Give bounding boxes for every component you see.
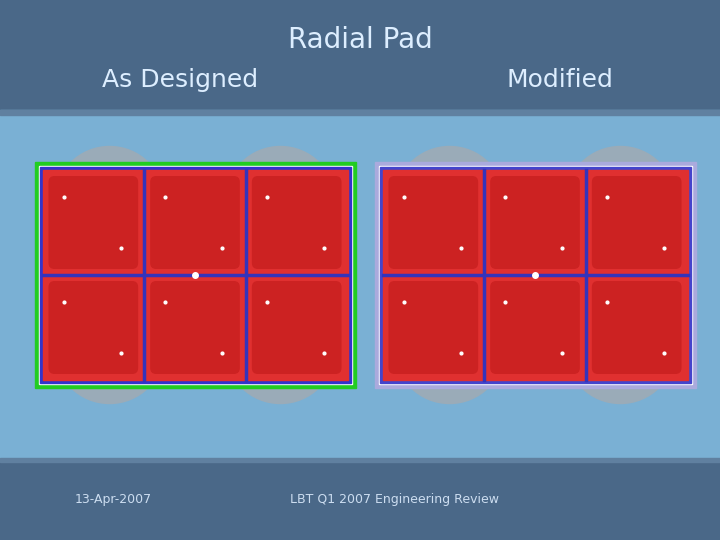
Circle shape: [55, 294, 165, 403]
Text: Modified: Modified: [507, 68, 613, 92]
FancyBboxPatch shape: [48, 176, 138, 269]
Text: LBT Q1 2007 Engineering Review: LBT Q1 2007 Engineering Review: [290, 494, 499, 507]
Circle shape: [395, 146, 505, 256]
FancyBboxPatch shape: [389, 176, 478, 269]
Circle shape: [565, 146, 675, 256]
Circle shape: [55, 146, 165, 256]
FancyBboxPatch shape: [150, 176, 240, 269]
Bar: [0, 110, 720, 460]
Text: As Designed: As Designed: [102, 68, 258, 92]
FancyBboxPatch shape: [252, 176, 341, 269]
Bar: [38, 166, 351, 384]
Circle shape: [565, 294, 675, 403]
FancyBboxPatch shape: [490, 281, 580, 374]
Bar: [0, 460, 720, 540]
Text: Radial Pad: Radial Pad: [287, 26, 433, 54]
FancyBboxPatch shape: [490, 176, 580, 269]
Bar: [374, 162, 696, 388]
Bar: [0, 110, 720, 115]
FancyBboxPatch shape: [150, 281, 240, 374]
Bar: [382, 170, 688, 380]
FancyBboxPatch shape: [592, 176, 682, 269]
Circle shape: [395, 294, 505, 403]
FancyBboxPatch shape: [389, 281, 478, 374]
Text: 13-Apr-2007: 13-Apr-2007: [75, 494, 152, 507]
Bar: [40, 167, 351, 383]
FancyBboxPatch shape: [592, 281, 682, 374]
Circle shape: [225, 294, 336, 403]
Bar: [379, 167, 690, 383]
FancyBboxPatch shape: [252, 281, 341, 374]
Bar: [0, 0, 720, 110]
Bar: [35, 162, 356, 388]
FancyBboxPatch shape: [48, 281, 138, 374]
Circle shape: [225, 146, 336, 256]
Bar: [42, 170, 348, 380]
Bar: [0, 458, 720, 462]
Bar: [379, 166, 691, 384]
